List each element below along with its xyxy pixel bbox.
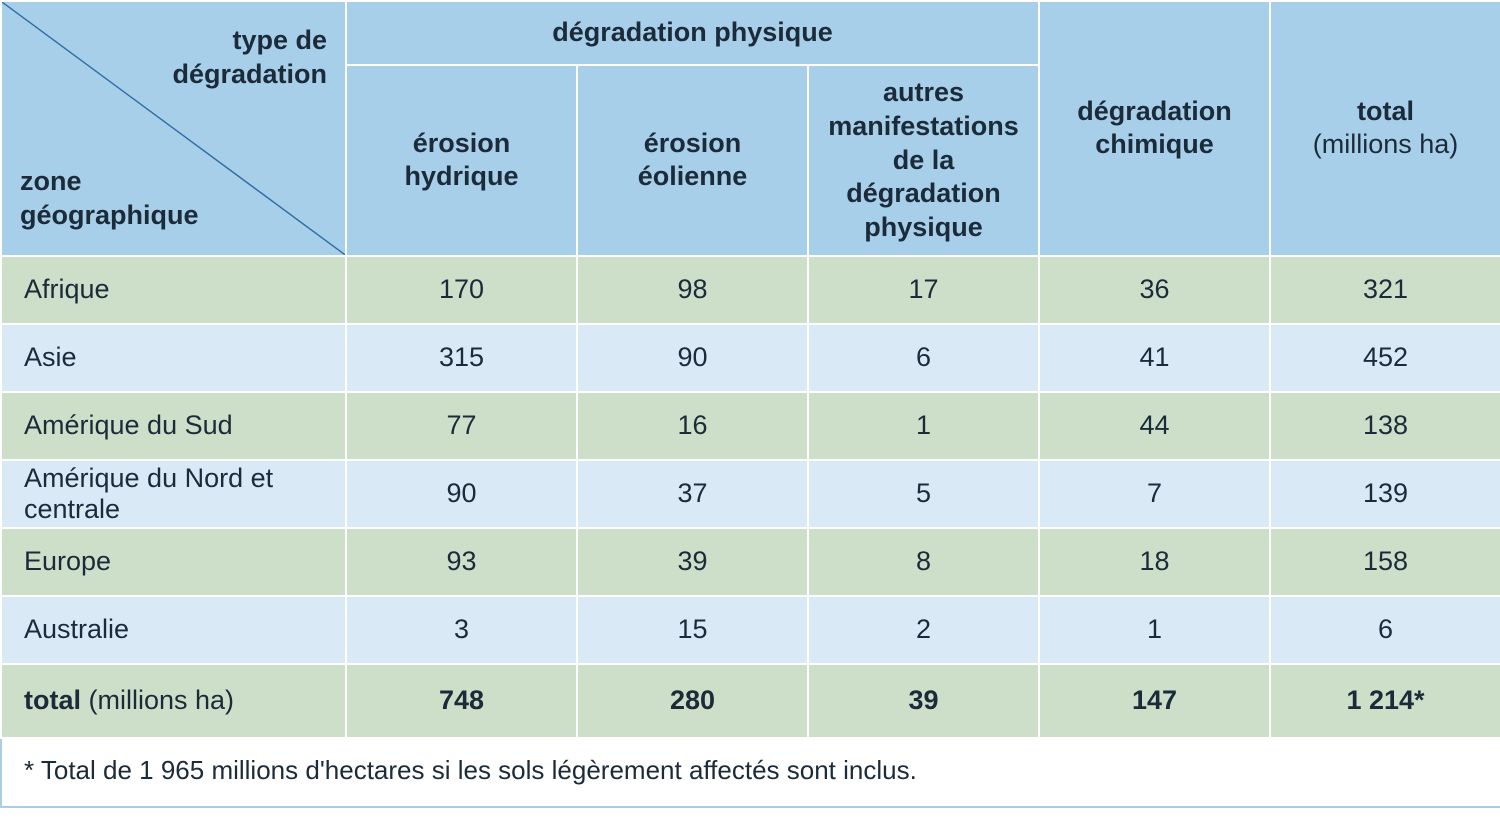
table-row: Europe9339818158 (1, 528, 1500, 596)
value-cell: 158 (1270, 528, 1500, 596)
value-cell: 170 (346, 256, 577, 324)
table-row: Asie31590641452 (1, 324, 1500, 392)
value-cell: 2 (808, 596, 1039, 664)
value-cell: 77 (346, 392, 577, 460)
region-cell: Europe (1, 528, 346, 596)
value-cell: 139 (1270, 460, 1500, 528)
value-cell: 3 (346, 596, 577, 664)
region-cell: Australie (1, 596, 346, 664)
header-total-sub: (millions ha) (1313, 129, 1459, 159)
table-body: Afrique170981736321Asie31590641452Amériq… (1, 256, 1500, 738)
header-hydric: érosionhydrique (346, 65, 577, 256)
table-row: Amérique du Sud7716144138 (1, 392, 1500, 460)
region-cell: Amérique du Nord et centrale (1, 460, 346, 528)
total-row: total (millions ha)748280391471 214* (1, 664, 1500, 738)
value-cell: 452 (1270, 324, 1500, 392)
value-cell: 8 (808, 528, 1039, 596)
value-cell: 5 (808, 460, 1039, 528)
region-cell: Amérique du Sud (1, 392, 346, 460)
value-cell: 17 (808, 256, 1039, 324)
value-cell: 6 (1270, 596, 1500, 664)
value-cell: 16 (577, 392, 808, 460)
table-row: Afrique170981736321 (1, 256, 1500, 324)
header-eolian: érosionéolienne (577, 65, 808, 256)
total-value-cell: 147 (1039, 664, 1270, 738)
value-cell: 1 (808, 392, 1039, 460)
header-total: total (millions ha) (1270, 1, 1500, 256)
value-cell: 1 (1039, 596, 1270, 664)
header-top-label: type dedégradation (172, 24, 327, 92)
region-cell: Afrique (1, 256, 346, 324)
value-cell: 39 (577, 528, 808, 596)
header-bottom-label: zonegéographique (20, 165, 199, 233)
header-chemical: dégradationchimique (1039, 1, 1270, 256)
total-label: total (millions ha) (1, 664, 346, 738)
value-cell: 44 (1039, 392, 1270, 460)
table-footnote: * Total de 1 965 millions d'hectares si … (1, 738, 1500, 807)
value-cell: 315 (346, 324, 577, 392)
header-group-physical: dégradation physique (346, 1, 1039, 65)
value-cell: 37 (577, 460, 808, 528)
header-other: autresmanifestationsde la dégradationphy… (808, 65, 1039, 256)
region-cell: Asie (1, 324, 346, 392)
table-row: Amérique du Nord et centrale903757139 (1, 460, 1500, 528)
header-total-bold: total (1357, 96, 1414, 126)
value-cell: 36 (1039, 256, 1270, 324)
header-corner: type dedégradation zonegéographique (1, 1, 346, 256)
total-value-cell: 1 214* (1270, 664, 1500, 738)
total-value-cell: 280 (577, 664, 808, 738)
value-cell: 41 (1039, 324, 1270, 392)
value-cell: 90 (346, 460, 577, 528)
total-value-cell: 39 (808, 664, 1039, 738)
value-cell: 7 (1039, 460, 1270, 528)
value-cell: 93 (346, 528, 577, 596)
value-cell: 15 (577, 596, 808, 664)
value-cell: 321 (1270, 256, 1500, 324)
total-value-cell: 748 (346, 664, 577, 738)
value-cell: 90 (577, 324, 808, 392)
value-cell: 18 (1039, 528, 1270, 596)
degradation-table: type dedégradation zonegéographique dégr… (0, 0, 1500, 808)
value-cell: 6 (808, 324, 1039, 392)
table-row: Australie315216 (1, 596, 1500, 664)
value-cell: 98 (577, 256, 808, 324)
value-cell: 138 (1270, 392, 1500, 460)
